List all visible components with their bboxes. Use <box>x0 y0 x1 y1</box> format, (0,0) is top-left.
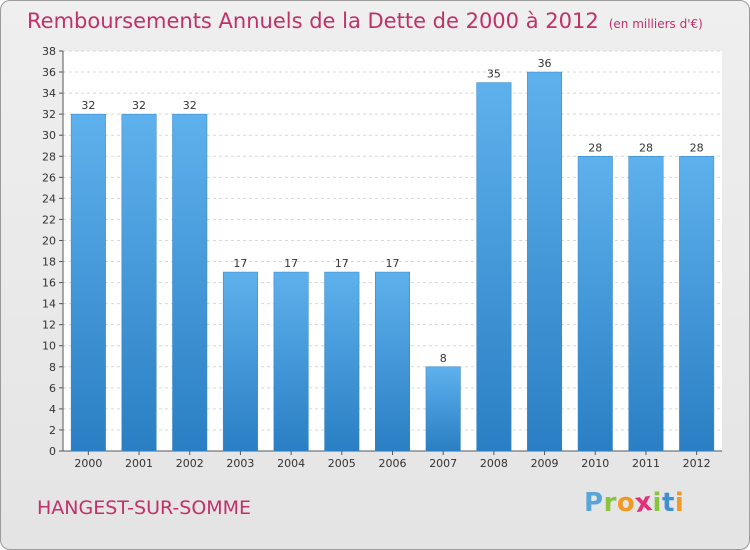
y-tick-label: 36 <box>42 66 56 79</box>
value-label-2008: 35 <box>487 68 501 81</box>
y-tick-label: 20 <box>42 234 56 247</box>
bar-2010 <box>577 156 613 452</box>
x-tick-label-2004: 2004 <box>277 457 305 470</box>
value-label-2003: 17 <box>233 257 247 270</box>
bar-2004 <box>273 271 309 452</box>
value-label-2001: 32 <box>132 99 146 112</box>
bar-2011 <box>628 156 664 452</box>
value-label-2009: 36 <box>538 57 552 70</box>
logo-letter: o <box>616 488 636 518</box>
y-tick-label: 16 <box>42 277 56 290</box>
y-tick-label: 24 <box>42 192 56 205</box>
logo-letter: i <box>674 488 685 518</box>
bar-2001 <box>121 113 157 452</box>
bar-2005 <box>324 271 360 452</box>
y-tick-label: 28 <box>42 150 56 163</box>
value-label-2012: 28 <box>690 141 704 154</box>
chart-title-text: Remboursements Annuels de la Dette de 20… <box>27 9 599 33</box>
logo-letter: P <box>584 488 604 518</box>
y-tick-label: 34 <box>42 87 56 100</box>
x-tick-label-2006: 2006 <box>379 457 407 470</box>
value-label-2006: 17 <box>386 257 400 270</box>
y-tick-label: 4 <box>49 403 56 416</box>
logo-letter: t <box>661 488 675 518</box>
y-tick-label: 2 <box>49 424 56 437</box>
x-tick-label-2002: 2002 <box>176 457 204 470</box>
logo-letter: r <box>603 488 617 518</box>
y-tick-label: 12 <box>42 319 56 332</box>
bar-2006 <box>375 271 410 452</box>
value-label-2011: 28 <box>639 141 653 154</box>
y-tick-label: 26 <box>42 171 56 184</box>
bar-2000 <box>70 113 106 452</box>
x-tick-label-2008: 2008 <box>480 457 508 470</box>
x-tick-label-2003: 2003 <box>226 457 254 470</box>
value-label-2010: 28 <box>588 141 602 154</box>
bar-2003 <box>222 271 258 452</box>
x-tick-label-2001: 2001 <box>125 457 153 470</box>
y-tick-label: 8 <box>49 361 56 374</box>
value-label-2000: 32 <box>81 99 95 112</box>
bar-2012 <box>679 156 715 452</box>
logo-letter: x <box>633 486 655 520</box>
proxiti-logo: Proxiti <box>584 486 685 520</box>
chart-title: Remboursements Annuels de la Dette de 20… <box>27 9 703 33</box>
y-tick-label: 22 <box>42 213 56 226</box>
y-tick-label: 10 <box>42 340 56 353</box>
logo-letter: i <box>652 488 662 518</box>
bar-2002 <box>172 113 208 452</box>
bar-2007 <box>425 366 461 452</box>
value-label-2002: 32 <box>183 99 197 112</box>
x-tick-label-2000: 2000 <box>74 457 102 470</box>
y-tick-label: 6 <box>49 382 56 395</box>
x-tick-label-2010: 2010 <box>581 457 609 470</box>
y-tick-label: 0 <box>49 445 56 458</box>
y-tick-label: 30 <box>42 129 56 142</box>
x-tick-label-2012: 2012 <box>683 457 711 470</box>
value-label-2007: 8 <box>440 352 447 365</box>
x-tick-label-2005: 2005 <box>328 457 356 470</box>
y-tick-label: 14 <box>42 298 56 311</box>
x-tick-label-2009: 2009 <box>531 457 559 470</box>
y-tick-label: 32 <box>42 108 56 121</box>
value-label-2005: 17 <box>335 257 349 270</box>
x-tick-label-2011: 2011 <box>632 457 660 470</box>
x-tick-label-2007: 2007 <box>429 457 457 470</box>
bar-2009 <box>527 71 563 452</box>
y-tick-label: 38 <box>42 45 56 58</box>
unit-note: (en milliers d'€) <box>608 17 703 31</box>
commune-name: HANGEST-SUR-SOMME <box>37 497 252 519</box>
y-tick-label: 18 <box>42 256 56 269</box>
bar-2008 <box>476 82 512 452</box>
value-label-2004: 17 <box>284 257 298 270</box>
